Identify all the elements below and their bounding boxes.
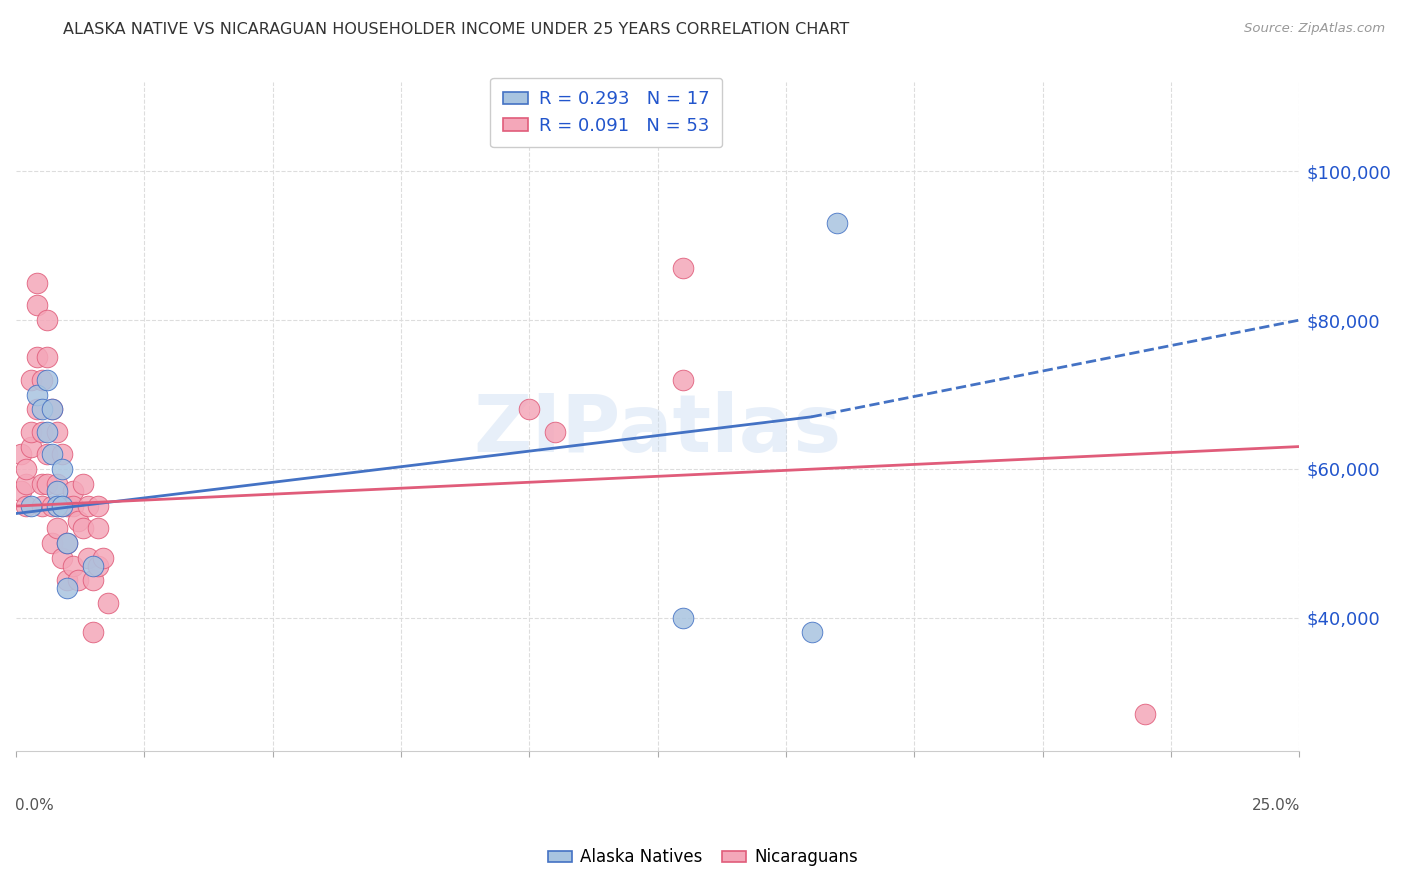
Point <box>25 402 48 417</box>
Point <box>56 536 79 550</box>
Point <box>56 536 79 550</box>
Point <box>1135 707 1157 722</box>
Point <box>825 217 848 231</box>
Point <box>25 351 48 365</box>
Point <box>62 484 84 499</box>
Point <box>15 462 38 476</box>
Point <box>25 387 48 401</box>
Point <box>51 447 73 461</box>
Point <box>544 425 567 439</box>
Point <box>35 476 58 491</box>
Point <box>82 574 104 588</box>
Point <box>10 484 32 499</box>
Point <box>77 551 100 566</box>
Text: Source: ZipAtlas.com: Source: ZipAtlas.com <box>1244 22 1385 36</box>
Point <box>46 476 69 491</box>
Point <box>46 521 69 535</box>
Point <box>46 425 69 439</box>
Point <box>25 298 48 312</box>
Point <box>77 499 100 513</box>
Point <box>51 499 73 513</box>
Point <box>672 373 695 387</box>
Point <box>62 499 84 513</box>
Point <box>517 402 540 417</box>
Point <box>20 373 42 387</box>
Point <box>72 521 94 535</box>
Point <box>35 351 58 365</box>
Point <box>87 558 110 573</box>
Point <box>87 499 110 513</box>
Point <box>35 373 58 387</box>
Point <box>25 276 48 290</box>
Point <box>41 536 63 550</box>
Point <box>31 476 53 491</box>
Point <box>97 596 120 610</box>
Point <box>41 402 63 417</box>
Point <box>72 476 94 491</box>
Legend: R = 0.293   N = 17, R = 0.091   N = 53: R = 0.293 N = 17, R = 0.091 N = 53 <box>491 78 723 147</box>
Point <box>20 440 42 454</box>
Point <box>87 521 110 535</box>
Point <box>82 625 104 640</box>
Point <box>56 574 79 588</box>
Legend: Alaska Natives, Nicaraguans: Alaska Natives, Nicaraguans <box>541 842 865 873</box>
Text: ALASKA NATIVE VS NICARAGUAN HOUSEHOLDER INCOME UNDER 25 YEARS CORRELATION CHART: ALASKA NATIVE VS NICARAGUAN HOUSEHOLDER … <box>63 22 849 37</box>
Point <box>31 373 53 387</box>
Point <box>15 476 38 491</box>
Point <box>20 425 42 439</box>
Text: 25.0%: 25.0% <box>1253 798 1301 814</box>
Text: 0.0%: 0.0% <box>15 798 53 814</box>
Point <box>15 499 38 513</box>
Point <box>46 499 69 513</box>
Point <box>20 499 42 513</box>
Point <box>672 261 695 276</box>
Point <box>31 402 53 417</box>
Point <box>66 514 89 528</box>
Point <box>41 402 63 417</box>
Point <box>35 447 58 461</box>
Point <box>51 551 73 566</box>
Point <box>41 447 63 461</box>
Point <box>51 462 73 476</box>
Point <box>672 610 695 624</box>
Point <box>51 499 73 513</box>
Point <box>35 313 58 327</box>
Point <box>41 499 63 513</box>
Point <box>800 625 823 640</box>
Point <box>35 425 58 439</box>
Point <box>82 558 104 573</box>
Point <box>91 551 114 566</box>
Point <box>66 574 89 588</box>
Text: ZIPatlas: ZIPatlas <box>474 392 842 469</box>
Point <box>31 425 53 439</box>
Point <box>62 558 84 573</box>
Point <box>56 581 79 595</box>
Point <box>10 447 32 461</box>
Point <box>56 499 79 513</box>
Point <box>46 484 69 499</box>
Point <box>31 499 53 513</box>
